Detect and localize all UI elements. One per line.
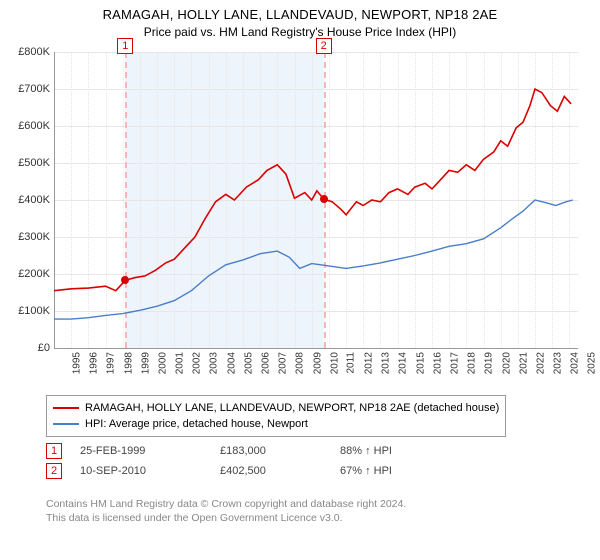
attribution-footer: Contains HM Land Registry data © Crown c… [46,497,406,525]
x-axis-label: 1996 [88,352,99,374]
y-axis-label: £300K [18,231,50,243]
x-axis-label: 2007 [277,352,288,374]
x-axis-label: 2006 [260,352,271,374]
footer-line-1: Contains HM Land Registry data © Crown c… [46,497,406,511]
x-axis-label: 2012 [363,352,374,374]
sale-row-marker: 1 [46,443,62,459]
y-axis-label: £600K [18,120,50,132]
sale-row: 2 10-SEP-2010£402,50067% ↑ HPI [46,461,460,481]
x-axis-label: 2021 [518,352,529,374]
x-axis-label: 2022 [535,352,546,374]
x-axis-label: 2000 [157,352,168,374]
x-axis-label: 1995 [71,352,82,374]
sale-row-marker: 2 [46,463,62,479]
y-axis-label: £700K [18,83,50,95]
x-axis-label: 2011 [345,352,356,374]
x-axis-label: 2010 [329,352,340,374]
y-axis-label: £100K [18,305,50,317]
sale-pct: 67% ↑ HPI [340,465,460,477]
x-axis-label: 2025 [587,352,598,374]
x-axis-label: 2002 [192,352,203,374]
sale-date: 10-SEP-2010 [80,465,220,477]
x-axis-label: 2015 [415,352,426,374]
x-axis-label: 1997 [106,352,117,374]
title-line-1: RAMAGAH, HOLLY LANE, LLANDEVAUD, NEWPORT… [0,6,600,24]
x-axis-label: 2020 [501,352,512,374]
sale-marker [320,195,328,203]
x-axis-label: 2018 [466,352,477,374]
x-axis-label: 2004 [226,352,237,374]
legend-label: RAMAGAH, HOLLY LANE, LLANDEVAUD, NEWPORT… [85,402,499,414]
x-axis-label: 2009 [312,352,323,374]
x-axis-label: 2005 [243,352,254,374]
y-axis-label: £400K [18,194,50,206]
x-axis-label: 1999 [140,352,151,374]
x-axis-label: 2017 [449,352,460,374]
footer-line-2: This data is licensed under the Open Gov… [46,511,406,525]
legend-swatch [53,423,79,425]
sale-date: 25-FEB-1999 [80,445,220,457]
sale-price: £183,000 [220,445,340,457]
y-axis-label: £800K [18,46,50,58]
x-axis-label: 2016 [432,352,443,374]
series-property [54,89,571,291]
sale-marker [121,276,129,284]
sale-price: £402,500 [220,465,340,477]
chart-title: RAMAGAH, HOLLY LANE, LLANDEVAUD, NEWPORT… [0,0,600,40]
sale-row: 1 25-FEB-1999£183,00088% ↑ HPI [46,441,460,461]
x-axis-label: 2001 [174,352,185,374]
sale-pct: 88% ↑ HPI [340,445,460,457]
x-axis-label: 1998 [123,352,134,374]
legend-item: HPI: Average price, detached house, Newp… [53,416,499,432]
series-hpi [54,200,573,319]
x-axis-label: 2008 [295,352,306,374]
x-axis-label: 2023 [552,352,563,374]
chart-legend: RAMAGAH, HOLLY LANE, LLANDEVAUD, NEWPORT… [46,395,506,437]
legend-item: RAMAGAH, HOLLY LANE, LLANDEVAUD, NEWPORT… [53,400,499,416]
x-axis-label: 2024 [569,352,580,374]
y-axis-label: £500K [18,157,50,169]
chart-plot-area: 12 [54,52,578,348]
x-axis-label: 2003 [209,352,220,374]
legend-swatch [53,407,79,409]
chart-lines [54,52,578,348]
sales-table: 1 25-FEB-1999£183,00088% ↑ HPI 2 10-SEP-201… [46,441,460,481]
x-axis-label: 2019 [484,352,495,374]
y-axis-label: £200K [18,268,50,280]
y-axis-label: £0 [38,342,50,354]
title-line-2: Price paid vs. HM Land Registry's House … [0,24,600,40]
gridline-h [54,348,578,349]
x-axis-label: 2013 [380,352,391,374]
x-axis-label: 2014 [398,352,409,374]
legend-label: HPI: Average price, detached house, Newp… [85,418,308,430]
